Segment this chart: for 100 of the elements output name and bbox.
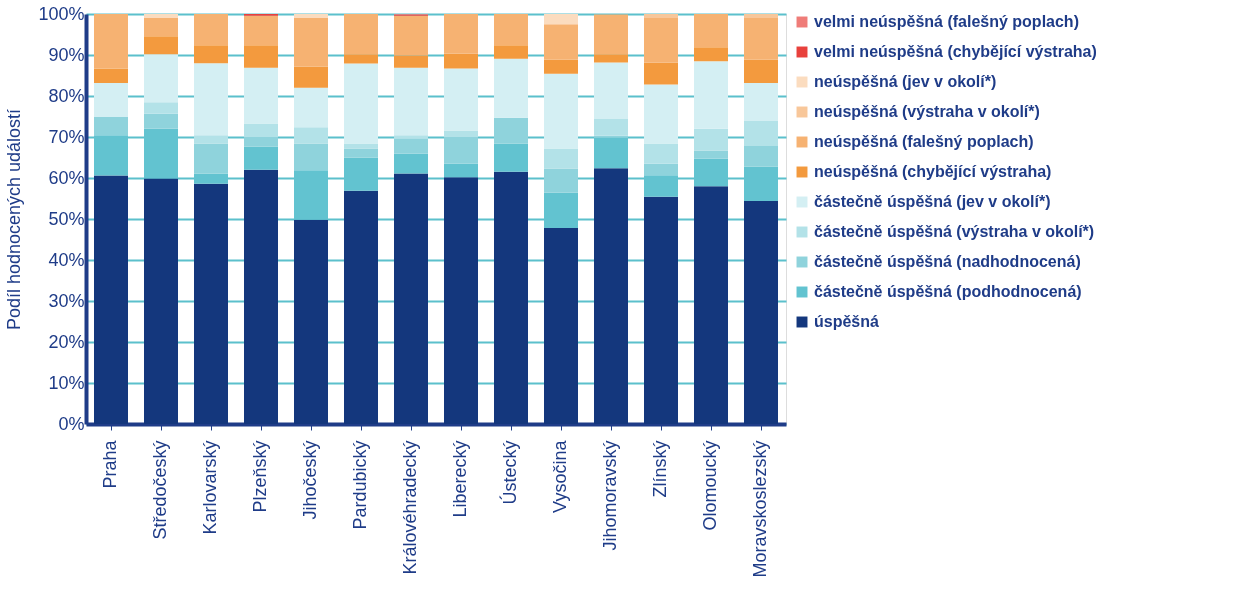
x-tick-label: Olomoucký xyxy=(700,440,720,531)
bar xyxy=(294,143,328,171)
bar xyxy=(144,102,178,114)
bar xyxy=(244,123,278,137)
bar xyxy=(644,143,678,164)
x-tick-label: Pardubický xyxy=(350,440,370,530)
bar xyxy=(694,150,728,159)
bar xyxy=(544,148,578,169)
bar xyxy=(144,18,178,37)
x-tick-label: Zlínský xyxy=(650,440,670,498)
legend-label: velmi neúspěšná (chybějící výstraha) xyxy=(814,43,1097,60)
bar xyxy=(444,68,478,131)
bar xyxy=(344,63,378,144)
y-tick-label: 10% xyxy=(48,372,85,393)
bar xyxy=(244,15,278,46)
bar xyxy=(594,62,628,119)
bar xyxy=(694,61,728,129)
legend-label: neúspěšná (chybějící výstraha) xyxy=(814,163,1052,180)
bar xyxy=(494,45,528,59)
y-tick-label: 70% xyxy=(48,126,85,147)
bar xyxy=(94,68,128,83)
legend-label: částečně úspěšná (výstraha v okolí*) xyxy=(814,223,1095,240)
x-tick-label: Plzeňský xyxy=(250,440,270,513)
bar xyxy=(494,14,528,46)
bar xyxy=(144,54,178,103)
bar xyxy=(194,45,228,64)
bar xyxy=(194,14,228,46)
x-tick-label: Jihočeský xyxy=(300,440,320,520)
bar xyxy=(744,121,778,147)
bar xyxy=(594,14,628,55)
y-tick-label: 90% xyxy=(48,44,85,65)
legend-label: velmi neúspěšná (falešný poplach) xyxy=(814,13,1079,30)
legend-label: úspěšná xyxy=(814,313,880,330)
legend-label: neúspěšná (výstraha v okolí*) xyxy=(814,103,1040,120)
bar xyxy=(294,14,328,19)
bar xyxy=(694,14,728,48)
bar xyxy=(394,67,428,136)
legend-label: neúspěšná (jev v okolí*) xyxy=(814,73,997,90)
bar xyxy=(544,168,578,193)
bar xyxy=(444,137,478,164)
bar xyxy=(244,137,278,147)
x-tick-label: Moravskoslezský xyxy=(750,440,770,578)
bar xyxy=(644,163,678,176)
bar xyxy=(294,127,328,144)
legend-label: částečně úspěšná (jev v okolí*) xyxy=(814,193,1051,210)
bar xyxy=(444,14,478,54)
y-axis-title: Podíl hodnocených událostí xyxy=(4,108,25,331)
bar xyxy=(594,118,628,136)
bar xyxy=(294,18,328,67)
legend-label: neúspěšná (falešný poplach) xyxy=(814,133,1034,150)
y-tick-label: 20% xyxy=(48,331,85,352)
bar xyxy=(94,116,128,136)
bar xyxy=(344,148,378,158)
bar xyxy=(94,14,128,69)
bar xyxy=(594,135,628,138)
bar xyxy=(594,54,628,63)
y-tick-label: 40% xyxy=(48,249,85,270)
bar xyxy=(444,163,478,178)
bar xyxy=(644,14,678,19)
legend-label: částečně úspěšná (nadhodnocená) xyxy=(814,253,1081,270)
x-tick-label: Liberecký xyxy=(450,440,470,518)
bar xyxy=(744,146,778,167)
bar xyxy=(144,14,178,19)
bar xyxy=(394,15,428,56)
bar xyxy=(444,53,478,69)
y-tick-label: 30% xyxy=(48,290,85,311)
bar xyxy=(394,138,428,154)
bar xyxy=(194,143,228,174)
bar xyxy=(344,14,378,55)
bar xyxy=(194,135,228,144)
bar xyxy=(644,62,678,85)
bar xyxy=(494,143,528,172)
bar xyxy=(444,130,478,137)
bar xyxy=(694,128,728,151)
bar xyxy=(244,45,278,68)
bar xyxy=(144,113,178,129)
bar xyxy=(644,18,678,63)
bar xyxy=(744,14,778,19)
bar xyxy=(544,24,578,60)
x-tick-label: Vysočina xyxy=(550,439,570,513)
bar xyxy=(294,87,328,128)
bar xyxy=(194,63,228,136)
x-tick-label: Královéhradecký xyxy=(400,440,420,575)
bar xyxy=(244,146,278,170)
bar xyxy=(244,67,278,124)
bar xyxy=(744,59,778,83)
x-tick-label: Středočeský xyxy=(150,440,170,540)
legend-label: částečně úspěšná (podhodnocená) xyxy=(814,283,1082,300)
x-tick-label: Jihomoravský xyxy=(600,440,620,551)
y-tick-label: 60% xyxy=(48,167,85,188)
bar xyxy=(644,84,678,144)
bar xyxy=(744,82,778,122)
bar xyxy=(94,82,128,117)
x-tick-label: Karlovarský xyxy=(200,440,220,535)
bar xyxy=(744,18,778,60)
y-tick-label: 100% xyxy=(38,3,85,24)
y-tick-label: 50% xyxy=(48,208,85,229)
bar xyxy=(394,135,428,139)
bar xyxy=(344,54,378,64)
bar xyxy=(394,55,428,68)
